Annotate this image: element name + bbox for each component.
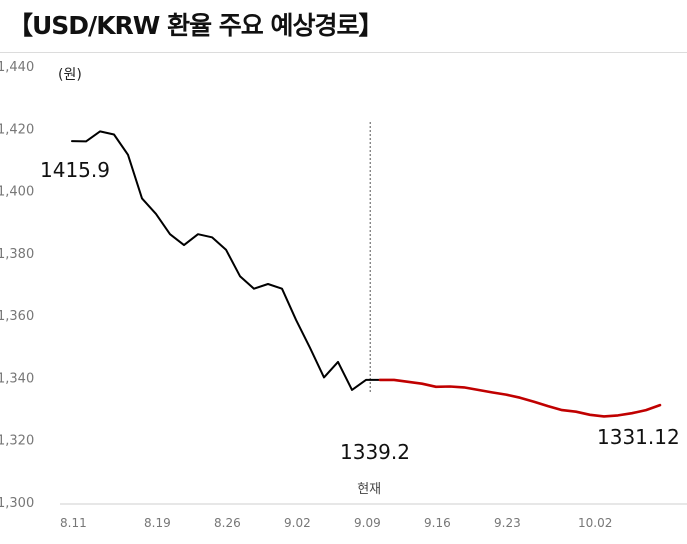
data-label-start: 1415.9 <box>40 158 110 182</box>
y-tick-label: 1,300 <box>0 496 34 511</box>
y-tick-label: 1,360 <box>0 309 34 324</box>
data-label-end: 1331.12 <box>597 425 680 449</box>
x-tick-label: 8.11 <box>60 516 87 530</box>
chart-title: 【USD/KRW 환율 주요 예상경로】 <box>8 11 383 40</box>
current-label: 현재 <box>357 482 381 497</box>
x-tick-label: 9.09 <box>354 516 381 530</box>
x-tick-label: 9.16 <box>424 516 451 530</box>
actual-series-line <box>71 130 381 391</box>
x-tick-label: 8.26 <box>214 516 241 530</box>
x-tick-label: 9.23 <box>494 516 521 530</box>
title-divider <box>0 52 687 53</box>
series-lines <box>71 130 662 418</box>
y-tick-label: 1,320 <box>0 434 34 449</box>
data-label-current: 1339.2 <box>340 440 410 464</box>
x-tick-label: 10.02 <box>578 516 612 530</box>
x-tick-label: 8.19 <box>144 516 171 530</box>
y-unit-label: (원) <box>58 67 82 83</box>
y-tick-label: 1,340 <box>0 371 34 386</box>
y-tick-label: 1,420 <box>0 122 34 137</box>
forecast-series-line <box>378 378 662 418</box>
y-tick-label: 1,380 <box>0 247 34 262</box>
axes: 1,300 1,320 1,340 1,360 1,380 1,400 1,420 1,440… <box>0 60 687 530</box>
x-tick-label: 9.02 <box>284 516 311 530</box>
y-tick-label: 1,440 <box>0 60 34 75</box>
data-labels: 1415.9 1339.2 1331.12 <box>40 158 680 464</box>
y-tick-label: 1,400 <box>0 185 34 200</box>
